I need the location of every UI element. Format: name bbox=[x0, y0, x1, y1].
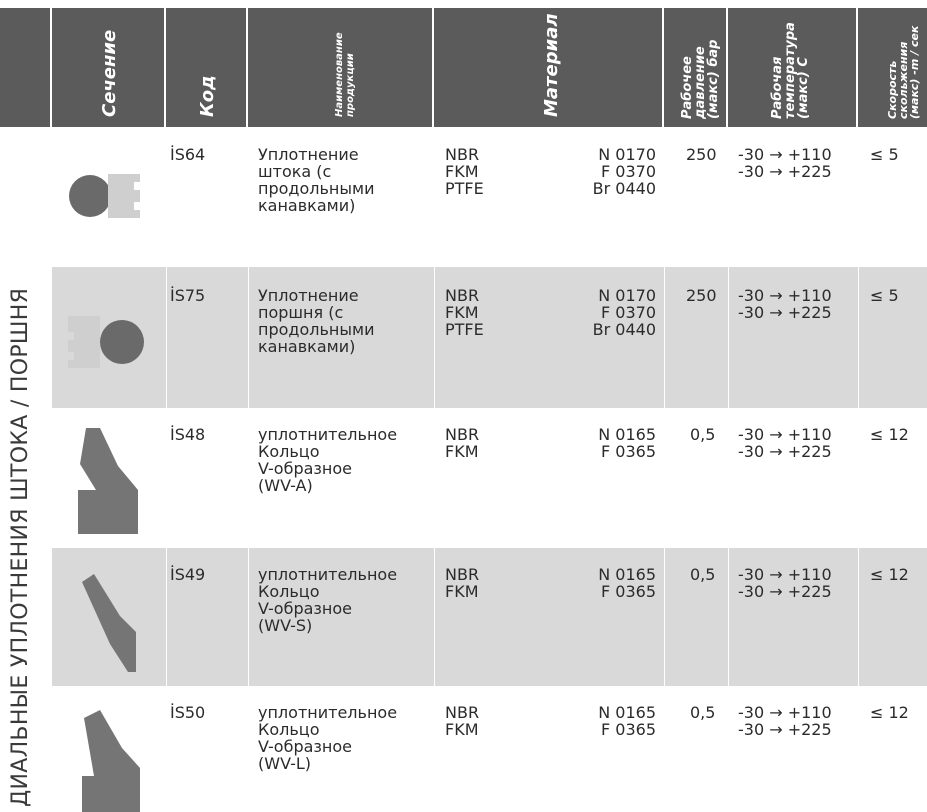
header-name: Наименование продукции bbox=[248, 8, 434, 127]
side-label: ДИАЛЬНЫЕ УПЛОТНЕНИЯ ШТОКА / ПОРШНЯ bbox=[8, 287, 33, 807]
row5-temperature: -30 → +110 -30 → +225 bbox=[738, 703, 832, 739]
rod-seal-icon bbox=[69, 174, 140, 218]
header-section-label: Сечение bbox=[99, 29, 120, 117]
row2-materials: NBR FKM PTFE bbox=[445, 286, 484, 339]
row5-material-codes: N 0165 F 0365 bbox=[598, 703, 656, 739]
header-code: Код bbox=[166, 8, 248, 127]
row1-materials: NBR FKM PTFE bbox=[445, 145, 484, 198]
header-pressure: Рабочее давление (макс) бар bbox=[664, 8, 728, 127]
row2-pressure: 250 bbox=[686, 286, 717, 305]
row4-speed: ≤ 12 bbox=[870, 565, 909, 584]
column-divider bbox=[248, 127, 249, 812]
v-ring-s-icon bbox=[82, 574, 136, 672]
row1-pressure: 250 bbox=[686, 145, 717, 164]
row5-name: уплотнительное Кольцо V-образное (WV-L) bbox=[258, 703, 398, 773]
header-temperature: Рабочая температура (макс) С bbox=[728, 8, 858, 127]
row2-temperature: -30 → +110 -30 → +225 bbox=[738, 286, 832, 322]
column-divider bbox=[858, 127, 859, 812]
row3-temperature: -30 → +110 -30 → +225 bbox=[738, 425, 832, 461]
row5-speed: ≤ 12 bbox=[870, 703, 909, 722]
row1-speed: ≤ 5 bbox=[870, 145, 899, 164]
table-row bbox=[52, 127, 927, 267]
header-speed: Скорость скольжения (макс) -m / сек bbox=[858, 8, 927, 127]
column-divider bbox=[434, 127, 435, 812]
row2-name: Уплотнение поршня (с продольными канавка… bbox=[258, 286, 375, 356]
v-ring-l-icon bbox=[82, 710, 140, 812]
v-ring-a-icon bbox=[78, 428, 138, 534]
row5-materials: NBR FKM bbox=[445, 703, 480, 739]
row2-material-codes: N 0170 F 0370 Br 0440 bbox=[592, 286, 656, 339]
row1-name: Уплотнение штока (с продольными канавкам… bbox=[258, 145, 375, 215]
row4-code: İS49 bbox=[170, 565, 206, 584]
row4-pressure: 0,5 bbox=[690, 565, 716, 584]
column-divider bbox=[664, 127, 665, 812]
header-temperature-label: Рабочая температура (макс) С bbox=[770, 22, 811, 119]
row4-name: уплотнительное Кольцо V-образное (WV-S) bbox=[258, 565, 398, 635]
row1-material-codes: N 0170 F 0370 Br 0440 bbox=[592, 145, 656, 198]
table-row bbox=[52, 408, 927, 548]
column-divider bbox=[166, 127, 167, 812]
header-pressure-label: Рабочее давление (макс) бар bbox=[680, 39, 721, 120]
row4-temperature: -30 → +110 -30 → +225 bbox=[738, 565, 832, 601]
row3-name: уплотнительное Кольцо V-образное (WV-A) bbox=[258, 425, 398, 495]
header-code-label: Код bbox=[197, 75, 218, 117]
side-label-column: ДИАЛЬНЫЕ УПЛОТНЕНИЯ ШТОКА / ПОРШНЯ bbox=[0, 127, 52, 812]
row1-code: İS64 bbox=[170, 145, 206, 164]
header-speed-label: Скорость скольжения (макс) -m / сек bbox=[886, 25, 921, 119]
row1-temperature: -30 → +110 -30 → +225 bbox=[738, 145, 832, 181]
header-name-label: Наименование продукции bbox=[334, 32, 356, 117]
table-header: Сечение Код Наименование продукции Матер… bbox=[0, 0, 927, 127]
row3-pressure: 0,5 bbox=[690, 425, 716, 444]
row2-speed: ≤ 5 bbox=[870, 286, 899, 305]
header-material: Материал bbox=[434, 8, 664, 127]
row2-code: İS75 bbox=[170, 286, 206, 305]
row5-pressure: 0,5 bbox=[690, 703, 716, 722]
table-row bbox=[52, 548, 927, 686]
piston-seal-icon bbox=[68, 316, 144, 368]
row3-material-codes: N 0165 F 0365 bbox=[598, 425, 656, 461]
table-row bbox=[52, 686, 927, 812]
row5-code: İS50 bbox=[170, 703, 206, 722]
row4-material-codes: N 0165 F 0365 bbox=[598, 565, 656, 601]
row4-materials: NBR FKM bbox=[445, 565, 480, 601]
header-blank bbox=[0, 8, 52, 127]
row3-materials: NBR FKM bbox=[445, 425, 480, 461]
row3-code: İS48 bbox=[170, 425, 206, 444]
column-divider bbox=[728, 127, 729, 812]
header-material-label: Материал bbox=[541, 13, 562, 117]
header-section: Сечение bbox=[52, 8, 166, 127]
row3-speed: ≤ 12 bbox=[870, 425, 909, 444]
table-row bbox=[52, 267, 927, 408]
